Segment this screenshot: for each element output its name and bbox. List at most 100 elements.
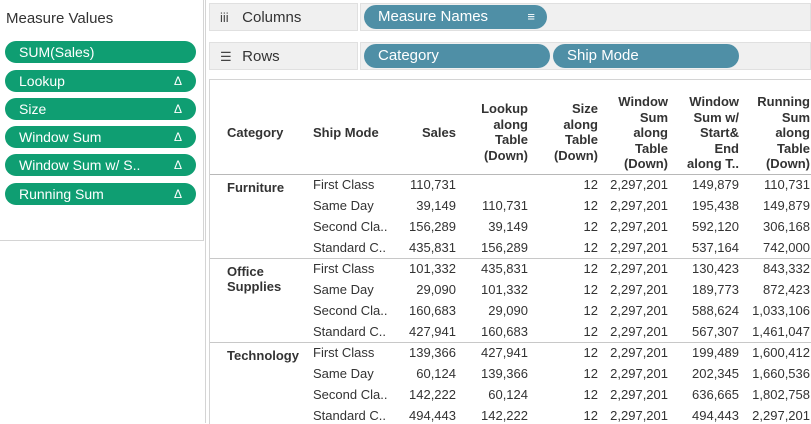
running-sum-cell: 1,660,536 <box>752 366 810 381</box>
window-sum-se-cell: 189,773 <box>692 282 739 297</box>
window-sum-se-cell: 592,120 <box>692 219 739 234</box>
rows-shelf[interactable]: Category Ship Mode <box>360 42 811 70</box>
header-running-sum: Running Sum along Table (Down) <box>757 94 810 171</box>
window-sum-cell: 2,297,201 <box>610 198 668 213</box>
category-pill[interactable]: Category <box>364 44 550 68</box>
columns-shelf-label: iii Columns <box>209 3 358 31</box>
window-sum-se-cell: 494,443 <box>692 408 739 423</box>
window-sum-cell: 2,297,201 <box>610 408 668 423</box>
measure-pill-running-sum[interactable]: Running Sum Δ <box>5 183 196 205</box>
header-sales: Sales <box>422 125 456 140</box>
size-cell: 12 <box>583 261 598 276</box>
measure-pill-window-sum[interactable]: Window Sum Δ <box>5 126 196 148</box>
category-label: Furniture <box>227 180 285 195</box>
header-category: Category <box>227 125 284 140</box>
running-sum-cell: 742,000 <box>763 240 810 255</box>
size-cell: 12 <box>583 303 598 318</box>
lookup-cell: 39,149 <box>488 219 528 234</box>
window-sum-cell: 2,297,201 <box>610 240 668 255</box>
measure-pill-window-sum-start-end[interactable]: Window Sum w/ S.. Δ <box>5 154 196 176</box>
category-header: Technology <box>227 348 299 363</box>
measure-pill-sum-sales[interactable]: SUM(Sales) <box>5 41 196 63</box>
window-sum-se-cell: 588,624 <box>692 303 739 318</box>
lookup-cell: 29,090 <box>488 303 528 318</box>
ship-mode-cell: Standard C.. <box>313 408 386 423</box>
sales-cell: 156,289 <box>409 219 456 234</box>
header-window-sum-start-end: Window Sum w/ Start& End along T.. <box>687 94 739 171</box>
size-cell: 12 <box>583 219 598 234</box>
running-sum-cell: 110,731 <box>763 177 810 192</box>
ship-mode-cell: Same Day <box>313 198 374 213</box>
delta-icon: Δ <box>173 102 182 116</box>
sales-cell: 142,222 <box>409 387 456 402</box>
columns-icon: iii <box>220 10 229 25</box>
measure-pill-label: Size <box>19 101 47 117</box>
ship-mode-cell: First Class <box>313 345 375 360</box>
window-sum-cell: 2,297,201 <box>610 324 668 339</box>
size-cell: 12 <box>583 408 598 423</box>
header-divider <box>210 174 811 175</box>
group-divider <box>210 258 811 259</box>
measure-names-pill[interactable]: Measure Names ≡ <box>364 5 547 29</box>
window-sum-se-cell: 636,665 <box>692 387 739 402</box>
ship-mode-cell: Second Cla.. <box>313 387 388 402</box>
measure-values-title: Measure Values <box>6 10 114 27</box>
delta-icon: Δ <box>173 158 182 172</box>
measure-pill-size[interactable]: Size Δ <box>5 98 196 120</box>
size-cell: 12 <box>583 387 598 402</box>
columns-shelf[interactable]: Measure Names ≡ <box>360 3 811 31</box>
sort-icon[interactable]: ≡ <box>527 9 535 24</box>
ship-mode-cell: Same Day <box>313 282 374 297</box>
window-sum-cell: 2,297,201 <box>610 282 668 297</box>
delta-icon: Δ <box>173 187 182 201</box>
window-sum-cell: 2,297,201 <box>610 303 668 318</box>
window-sum-cell: 2,297,201 <box>610 387 668 402</box>
size-cell: 12 <box>583 324 598 339</box>
window-sum-se-cell: 567,307 <box>692 324 739 339</box>
window-sum-se-cell: 130,423 <box>692 261 739 276</box>
sales-cell: 101,332 <box>409 261 456 276</box>
sales-cell: 110,731 <box>409 177 456 192</box>
header-window-sum: Window Sum along Table (Down) <box>618 94 668 171</box>
lookup-cell: 435,831 <box>481 261 528 276</box>
sales-cell: 435,831 <box>409 240 456 255</box>
running-sum-cell: 1,461,047 <box>752 324 810 339</box>
measure-pill-lookup[interactable]: Lookup Δ <box>5 70 196 92</box>
measure-pill-label: Lookup <box>19 73 65 89</box>
rows-label: Rows <box>242 48 280 65</box>
measure-pill-label: Window Sum w/ S.. <box>19 157 141 173</box>
window-sum-se-cell: 195,438 <box>692 198 739 213</box>
ship-mode-cell: Same Day <box>313 366 374 381</box>
ship-mode-cell: First Class <box>313 261 375 276</box>
measure-values-card: Measure Values SUM(Sales) Lookup Δ Size … <box>0 0 204 241</box>
category-label: Office <box>227 264 264 279</box>
header-size: Size along Table (Down) <box>553 101 598 163</box>
window-sum-cell: 2,297,201 <box>610 219 668 234</box>
lookup-cell: 110,731 <box>481 198 528 213</box>
window-sum-cell: 2,297,201 <box>610 177 668 192</box>
measure-pill-label: Running Sum <box>19 186 104 202</box>
window-sum-se-cell: 149,879 <box>692 177 739 192</box>
lookup-cell: 101,332 <box>481 282 528 297</box>
size-cell: 12 <box>583 366 598 381</box>
lookup-cell: 427,941 <box>481 345 528 360</box>
lookup-cell: 156,289 <box>481 240 528 255</box>
sales-cell: 39,149 <box>416 198 456 213</box>
measure-pill-label: Window Sum <box>19 129 102 145</box>
ship-mode-pill[interactable]: Ship Mode <box>553 44 739 68</box>
running-sum-cell: 149,879 <box>763 198 810 213</box>
header-ship-mode: Ship Mode <box>313 125 379 140</box>
category-header: Furniture <box>227 180 284 195</box>
window-sum-cell: 2,297,201 <box>610 366 668 381</box>
window-sum-cell: 2,297,201 <box>610 261 668 276</box>
category-header: Office Supplies <box>227 264 281 294</box>
sales-cell: 494,443 <box>409 408 456 423</box>
ship-mode-cell: Second Cla.. <box>313 303 388 318</box>
running-sum-cell: 2,297,201 <box>752 408 810 423</box>
running-sum-cell: 306,168 <box>763 219 810 234</box>
lookup-cell: 142,222 <box>481 408 528 423</box>
columns-label: Columns <box>242 9 302 26</box>
sales-cell: 160,683 <box>409 303 456 318</box>
ship-mode-cell: Standard C.. <box>313 240 386 255</box>
measure-names-pill-label: Measure Names <box>378 8 489 25</box>
